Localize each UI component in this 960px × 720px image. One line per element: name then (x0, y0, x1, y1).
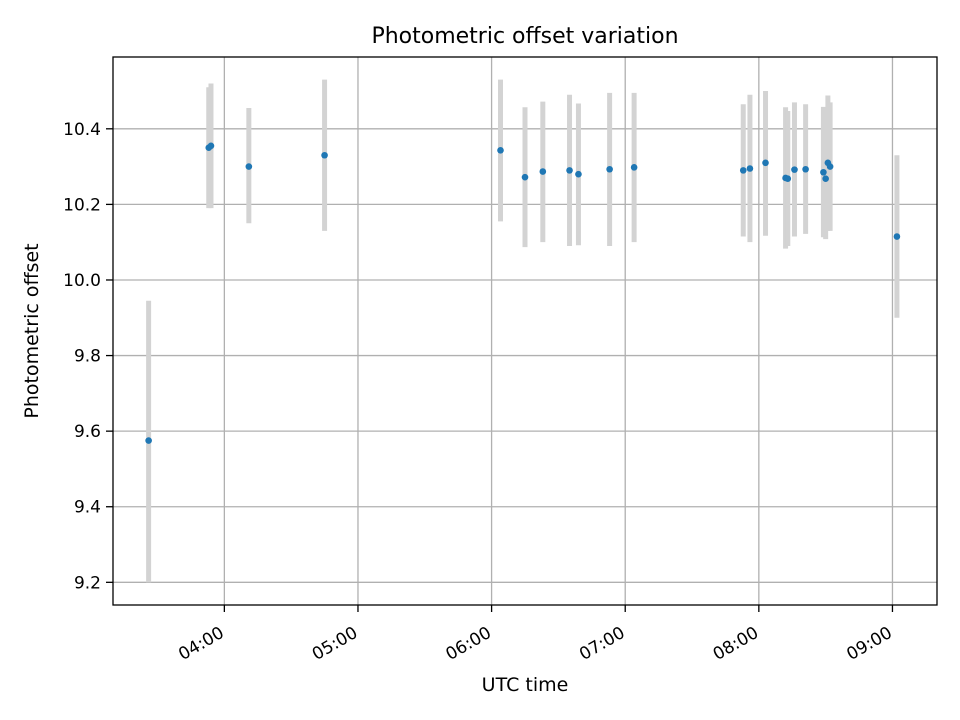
y-tick-label: 9.4 (74, 498, 101, 518)
data-point (575, 170, 582, 178)
y-tick-label: 9.6 (74, 422, 101, 442)
data-point (802, 165, 809, 173)
plot-area-frame (112, 56, 938, 606)
x-axis-label: UTC time (482, 674, 569, 696)
data-point (746, 165, 754, 172)
y-axis-ticks: 9.2 9.4 9.6 9.8 10.0 10.2 10.4 (63, 120, 113, 593)
y-axis-label: Photometric offset (21, 243, 43, 418)
data-point (893, 233, 901, 240)
data-point (321, 151, 328, 159)
data-point (207, 142, 215, 150)
y-tick-label: 10.0 (63, 271, 101, 291)
y-tick-label: 9.8 (74, 347, 101, 367)
data-point (245, 163, 253, 170)
data-point (497, 147, 504, 154)
y-tick-label: 10.4 (63, 120, 101, 140)
y-tick-label: 9.2 (74, 573, 101, 593)
y-tick-label: 10.2 (63, 195, 101, 215)
data-point (630, 164, 638, 171)
data-point (784, 175, 792, 182)
data-point (521, 173, 529, 181)
data-point (539, 168, 547, 175)
data-point (606, 165, 613, 173)
data-point (791, 166, 798, 173)
data-point (826, 163, 834, 170)
data-point (822, 175, 829, 182)
data-point (566, 167, 573, 174)
data-point (762, 159, 769, 167)
data-point (739, 167, 747, 174)
data-point (145, 437, 152, 444)
chart-title: Photometric offset variation (371, 24, 678, 49)
data-point (820, 168, 827, 176)
data-points (145, 142, 901, 444)
